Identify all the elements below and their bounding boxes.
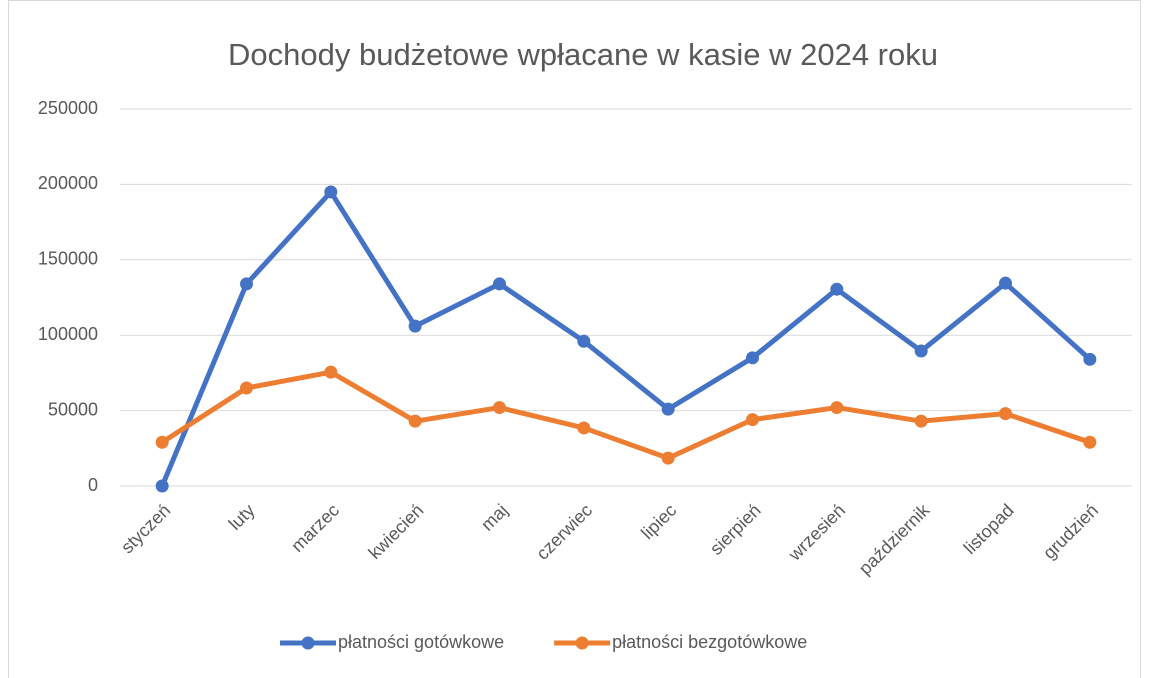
data-point [240, 381, 253, 395]
data-point [577, 334, 591, 348]
data-point [999, 276, 1012, 290]
data-point [746, 351, 759, 365]
data-point [577, 421, 591, 435]
data-point [240, 277, 253, 291]
data-point [830, 401, 844, 415]
data-point [914, 344, 928, 358]
data-point [493, 277, 506, 291]
data-point [155, 479, 169, 493]
data-point [408, 319, 422, 333]
y-tick-label: 100000 [38, 324, 98, 344]
y-tick-label: 250000 [38, 98, 98, 118]
data-point [408, 414, 422, 428]
legend-marker [575, 636, 589, 650]
data-point [324, 365, 338, 379]
series-line [159, 189, 1092, 487]
legend-marker [301, 636, 315, 650]
data-point [661, 402, 675, 416]
data-point [914, 414, 928, 428]
data-point [1083, 352, 1097, 366]
legend-label: płatności bezgotówkowe [612, 632, 807, 652]
y-tick-label: 50000 [48, 399, 98, 419]
chart-title: Dochody budżetowe wpłacane w kasie w 202… [228, 37, 938, 72]
data-point [324, 185, 338, 199]
chart-border [8, 0, 1141, 678]
legend-label: płatności gotówkowe [338, 632, 504, 652]
data-point [999, 407, 1012, 421]
data-point [1083, 435, 1097, 449]
y-tick-label: 0 [88, 475, 98, 495]
y-tick-label: 150000 [38, 249, 98, 269]
data-point [493, 401, 506, 415]
data-point [155, 435, 169, 449]
data-point [661, 451, 675, 465]
data-point [746, 413, 759, 427]
series-line [160, 369, 1091, 461]
y-tick-label: 200000 [38, 173, 98, 193]
data-point [830, 282, 844, 296]
